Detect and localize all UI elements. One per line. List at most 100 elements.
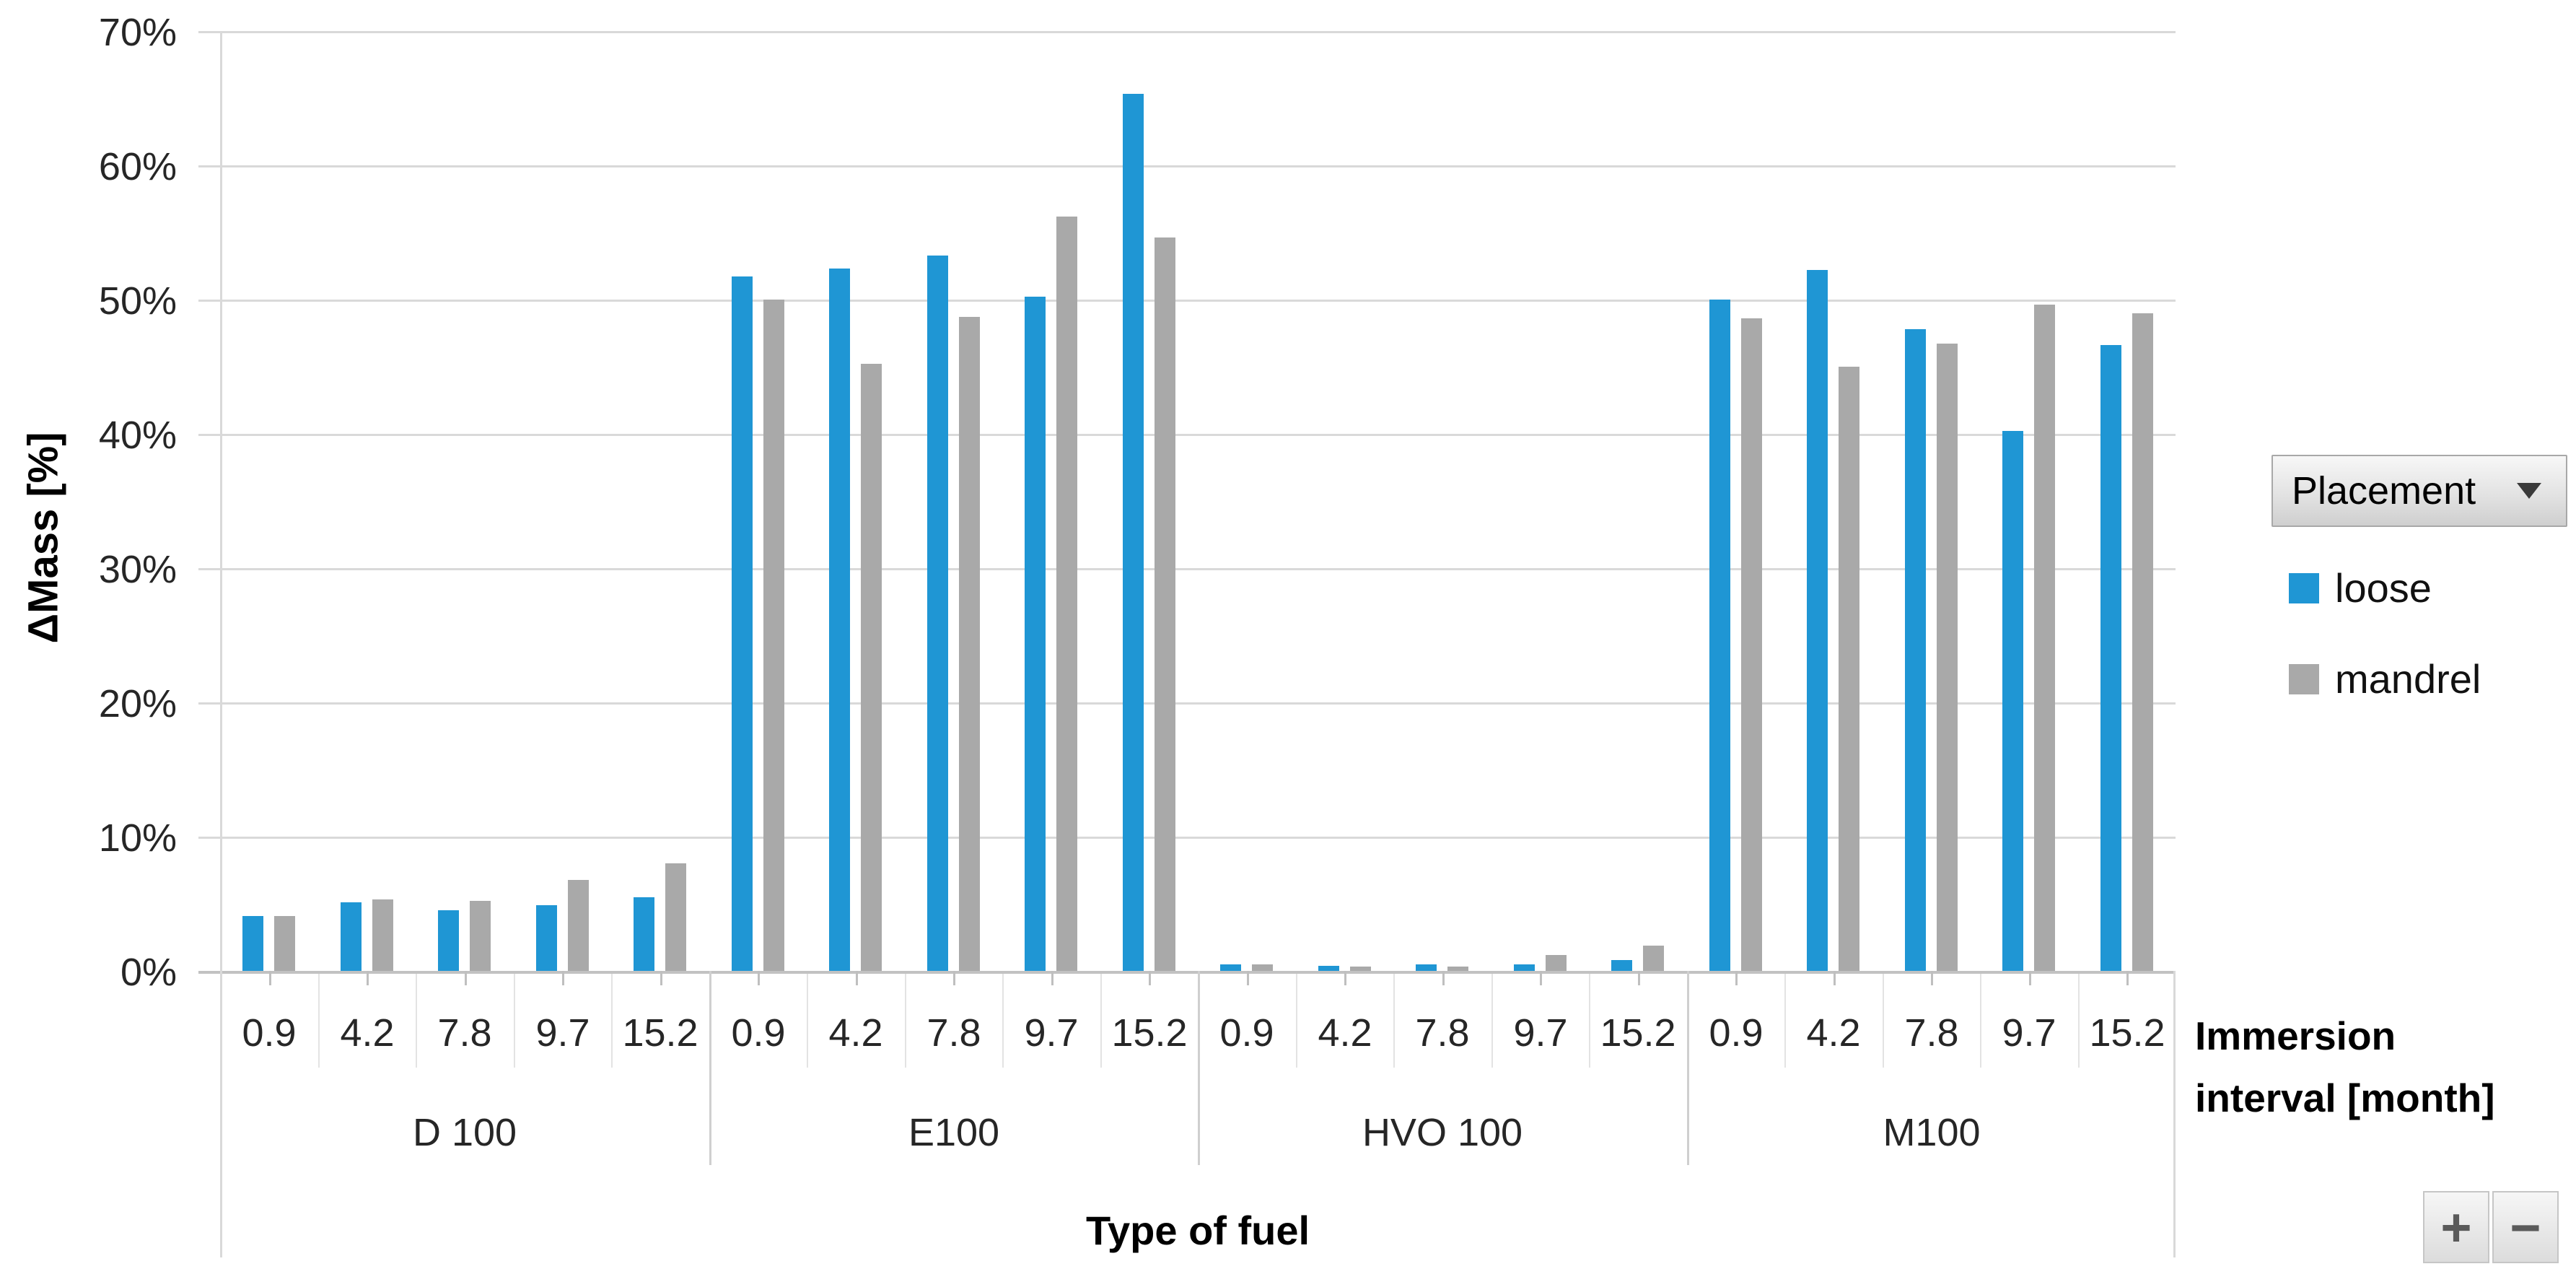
fuel-group-label: D 100	[412, 1111, 517, 1154]
gridline-10	[198, 837, 2176, 839]
y-tick-label-60: 60%	[98, 145, 177, 188]
bar-mandrel-M100-7.8[interactable]	[1937, 344, 1958, 971]
bar-mandrel-E100-15.2[interactable]	[1155, 237, 1175, 971]
group-separator	[709, 971, 711, 1165]
axis-tick	[1051, 971, 1053, 985]
interval-separator	[905, 974, 906, 1068]
bar-loose-D 100-4.2[interactable]	[341, 902, 362, 971]
interval-separator	[318, 974, 320, 1068]
bar-loose-E100-0.9[interactable]	[732, 276, 753, 971]
gridline-50	[198, 300, 2176, 302]
x-tick-label: 0.9	[731, 1011, 786, 1055]
x-tick-label: 0.9	[1219, 1011, 1274, 1055]
axis-tick	[1638, 971, 1640, 985]
axis-tick	[1149, 971, 1151, 985]
x-tick-label: 15.2	[2089, 1011, 2165, 1055]
bar-loose-M100-7.8[interactable]	[1905, 329, 1926, 971]
axis-tick	[953, 971, 955, 985]
bar-loose-HVO 100-7.8[interactable]	[1416, 964, 1437, 971]
axis-tick	[562, 971, 564, 985]
bar-mandrel-HVO 100-4.2[interactable]	[1350, 967, 1371, 971]
bar-loose-D 100-9.7[interactable]	[536, 905, 557, 971]
bar-mandrel-E100-4.2[interactable]	[861, 364, 882, 971]
legend-label-mandrel: mandrel	[2335, 656, 2481, 702]
bar-loose-HVO 100-4.2[interactable]	[1318, 966, 1339, 971]
interval-separator	[416, 974, 417, 1068]
bar-mandrel-HVO 100-9.7[interactable]	[1546, 955, 1567, 971]
fuel-group-label: HVO 100	[1362, 1111, 1523, 1154]
legend-swatch-mandrel	[2289, 663, 2319, 694]
x-tick-label: 4.2	[1318, 1011, 1372, 1055]
x-tick-label: 4.2	[1806, 1011, 1861, 1055]
bar-loose-M100-15.2[interactable]	[2100, 345, 2121, 971]
bar-loose-D 100-7.8[interactable]	[438, 910, 459, 971]
x-tick-label: 9.7	[1513, 1011, 1568, 1055]
legend-item-loose[interactable]: loose	[2289, 564, 2432, 611]
x-tick-label: 9.7	[2002, 1011, 2056, 1055]
y-axis-title: ΔMass [%]	[19, 432, 67, 644]
gridline-70	[198, 31, 2176, 33]
bar-loose-E100-7.8[interactable]	[927, 256, 948, 971]
axis-tick	[269, 971, 271, 985]
axis-tick	[1735, 971, 1738, 985]
legend-label-loose: loose	[2335, 565, 2432, 611]
axis-tick	[1834, 971, 1836, 985]
axis-tick	[758, 971, 760, 985]
y-tick-label-0: 0%	[120, 951, 177, 994]
placement-field-button[interactable]: Placement	[2271, 455, 2567, 527]
x-axis-line	[198, 971, 2176, 974]
legend-swatch-loose	[2289, 572, 2319, 603]
bar-loose-HVO 100-9.7[interactable]	[1514, 964, 1535, 971]
bar-mandrel-E100-0.9[interactable]	[763, 300, 784, 971]
x-tick-label: 0.9	[242, 1011, 297, 1055]
bar-mandrel-E100-7.8[interactable]	[959, 317, 980, 971]
placement-field-button-label: Placement	[2292, 469, 2476, 513]
gridline-20	[198, 702, 2176, 705]
y-axis-line	[220, 31, 222, 1257]
bar-mandrel-D 100-4.2[interactable]	[372, 899, 393, 971]
axis-tick	[2029, 971, 2031, 985]
bar-loose-E100-4.2[interactable]	[829, 269, 850, 971]
bar-loose-HVO 100-0.9[interactable]	[1220, 964, 1241, 971]
gridline-40	[198, 434, 2176, 436]
bar-loose-M100-0.9[interactable]	[1709, 300, 1730, 971]
axis-tick	[1931, 971, 1933, 985]
bar-mandrel-M100-15.2[interactable]	[2132, 313, 2153, 971]
bar-loose-HVO 100-15.2[interactable]	[1611, 960, 1632, 971]
legend-item-mandrel[interactable]: mandrel	[2289, 655, 2481, 702]
bar-mandrel-HVO 100-15.2[interactable]	[1643, 946, 1664, 971]
bar-loose-E100-9.7[interactable]	[1025, 297, 1046, 971]
bar-mandrel-D 100-0.9[interactable]	[274, 916, 295, 971]
axis-tick	[856, 971, 858, 985]
axis-tick	[1344, 971, 1346, 985]
category-right-border	[2173, 971, 2176, 1257]
collapse-field-button[interactable]: −	[2492, 1191, 2559, 1263]
x-tick-label: 9.7	[535, 1011, 590, 1055]
bar-loose-E100-15.2[interactable]	[1123, 94, 1144, 971]
bar-mandrel-D 100-9.7[interactable]	[568, 880, 589, 971]
x-tick-label: 0.9	[1709, 1011, 1764, 1055]
x-tick-label: 4.2	[828, 1011, 883, 1055]
bar-mandrel-E100-9.7[interactable]	[1056, 217, 1077, 971]
bar-loose-D 100-15.2[interactable]	[634, 897, 654, 971]
group-separator	[1687, 971, 1689, 1165]
bar-mandrel-M100-9.7[interactable]	[2034, 305, 2055, 971]
bar-loose-D 100-0.9[interactable]	[242, 916, 263, 971]
bar-loose-M100-9.7[interactable]	[2002, 431, 2023, 971]
bar-mandrel-HVO 100-0.9[interactable]	[1252, 964, 1273, 971]
x-tick-label: 7.8	[926, 1011, 981, 1055]
interval-separator	[1100, 974, 1102, 1068]
expand-field-button[interactable]: +	[2423, 1191, 2489, 1263]
x-tick-label: 7.8	[1415, 1011, 1470, 1055]
immersion-axis-title-line1: Immersion	[2195, 1013, 2396, 1058]
bar-mandrel-M100-0.9[interactable]	[1741, 318, 1762, 971]
bar-mandrel-D 100-15.2[interactable]	[665, 863, 686, 971]
bar-mandrel-M100-4.2[interactable]	[1839, 367, 1859, 971]
bar-mandrel-HVO 100-7.8[interactable]	[1447, 967, 1468, 971]
bar-loose-M100-4.2[interactable]	[1807, 270, 1828, 971]
bar-mandrel-D 100-7.8[interactable]	[470, 901, 491, 971]
interval-separator	[611, 974, 613, 1068]
interval-separator	[514, 974, 515, 1068]
immersion-axis-title: Immersion interval [month]	[2195, 1005, 2495, 1129]
